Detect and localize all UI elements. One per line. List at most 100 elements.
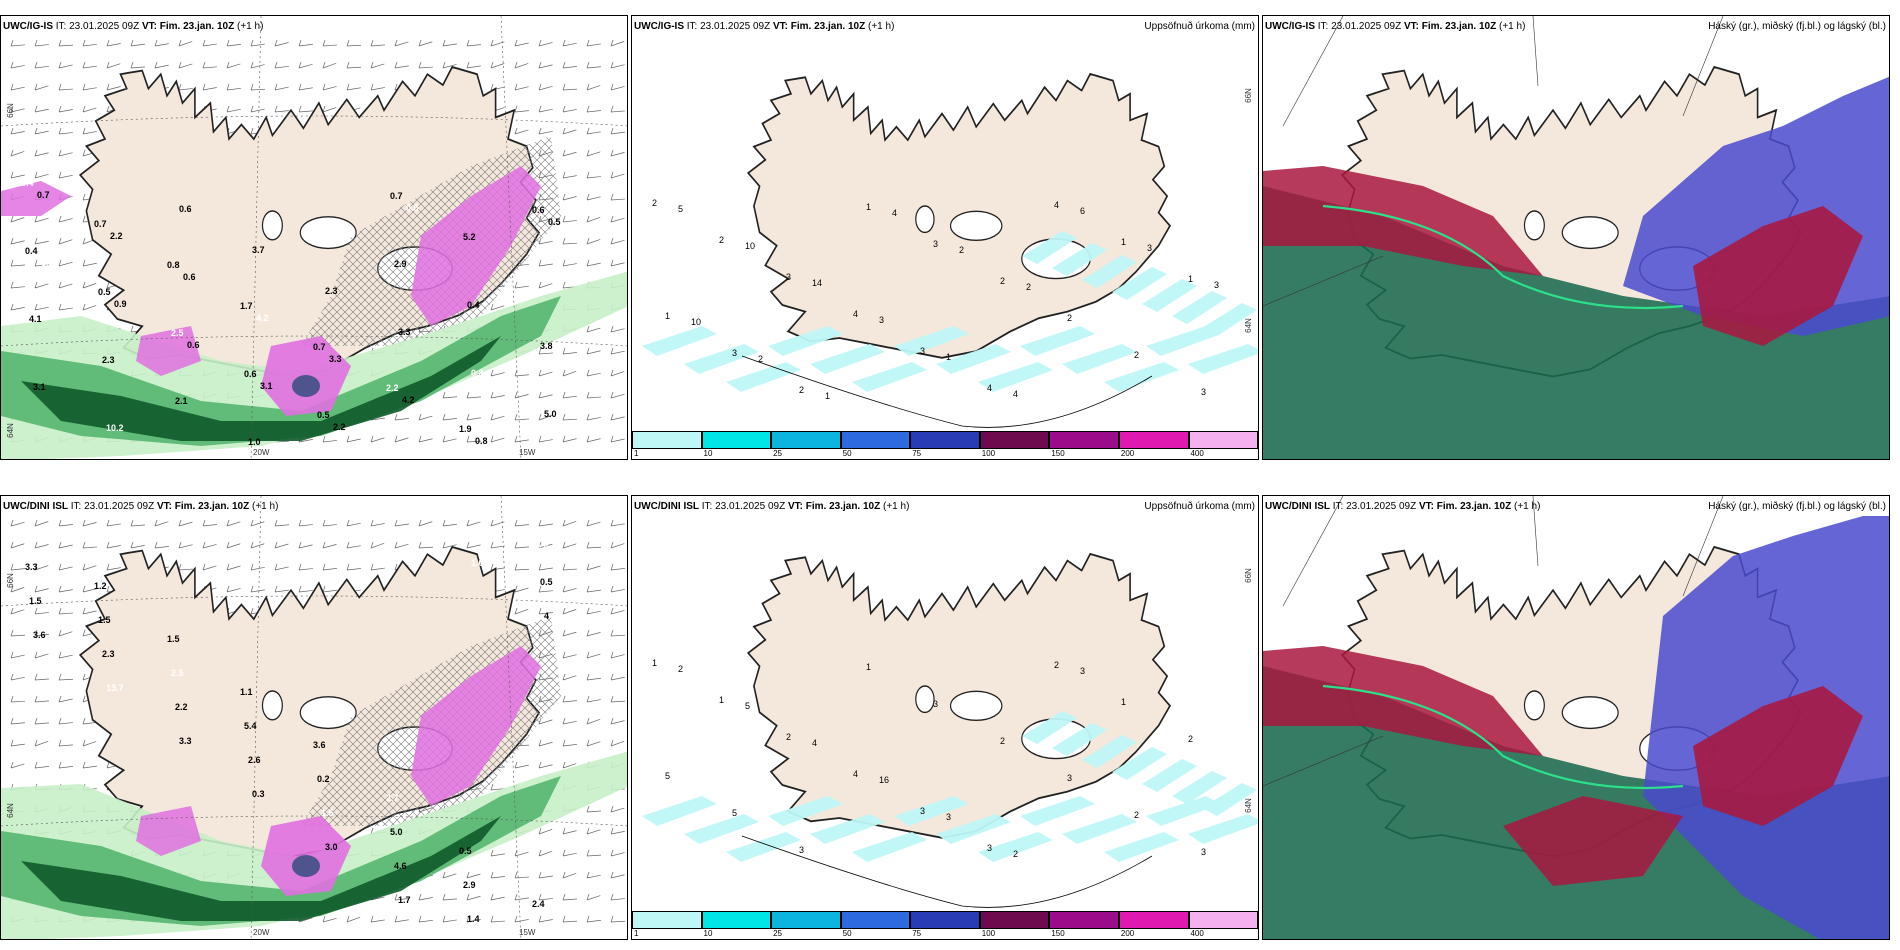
wind-barb-shaft	[58, 631, 73, 637]
wind-barb-shaft	[538, 523, 553, 527]
precip-value-label: 2.2	[333, 422, 346, 432]
wind-barb-flag	[226, 105, 230, 113]
wind-barb-flag	[562, 607, 566, 615]
glacier-hofsjokull	[915, 685, 935, 714]
wind-barb-flag	[610, 629, 614, 637]
wind-barb-flag	[610, 827, 614, 835]
wind-barb-shaft	[562, 418, 577, 421]
wind-barb-flag	[562, 347, 566, 355]
wind-barb-shaft	[58, 654, 73, 659]
accum-value-label: 2	[1134, 350, 1139, 360]
wind-barb-flag	[58, 695, 62, 703]
accum-value-label: 4	[853, 309, 858, 319]
wind-barb-flag	[610, 893, 614, 901]
panel-title: Háský (gr.), miðský (fj.bl.) og lágský (…	[1708, 21, 1886, 32]
wind-barb-shaft	[58, 765, 73, 769]
precip-heavy-band	[21, 336, 501, 441]
wind-barb-shaft	[346, 44, 361, 47]
model-name: UWC/IG-IS	[634, 21, 684, 32]
wind-barb-shaft	[178, 63, 193, 69]
wind-barb-shaft	[10, 108, 25, 113]
precip-value-label: 4.1	[29, 314, 42, 324]
wind-barb-shaft	[34, 588, 49, 593]
wind-barb-shaft	[34, 264, 49, 267]
wind-barb-flag	[322, 61, 326, 69]
precip-value-label: 3.8	[540, 341, 553, 351]
wind-barb-shaft	[586, 350, 601, 355]
wind-barb-shaft	[514, 418, 529, 421]
wind-barb-shaft	[202, 544, 217, 549]
precip-value-label: 0.9	[114, 299, 127, 309]
wind-barb-flag	[562, 629, 566, 637]
wind-barb-flag	[586, 695, 590, 703]
wind-barb-flag	[10, 105, 14, 113]
wind-barb-shaft	[370, 437, 385, 443]
accum-value-label: 2	[1000, 276, 1005, 286]
glacier-langjokull	[299, 216, 357, 250]
accum-value-label: 4	[1013, 389, 1018, 399]
wind-barb-shaft	[10, 543, 25, 549]
wind-barb-shaft	[586, 829, 601, 835]
wind-barb-shaft	[442, 396, 457, 399]
precip-value-label: 2.5	[171, 668, 184, 678]
wind-barb-flag	[202, 541, 206, 549]
wind-barb-shaft	[322, 568, 337, 571]
accum-value-label: 4	[1054, 200, 1059, 210]
wind-barb-flag	[106, 563, 110, 571]
wind-barb-flag	[610, 259, 614, 267]
accum-value-label: 5	[678, 204, 683, 214]
wind-barb-flag	[442, 413, 446, 421]
wind-barb-flag	[82, 83, 86, 91]
colorbar-tick-label: 1	[634, 929, 639, 938]
precip-value-label: 2.2	[175, 702, 188, 712]
wind-barb-shaft	[586, 565, 601, 571]
wind-barb-flag	[610, 651, 614, 659]
wind-barb-shaft	[610, 86, 625, 91]
wind-barb-flag	[586, 325, 590, 333]
wind-barb-shaft	[250, 543, 265, 549]
wind-barb-flag	[442, 893, 446, 901]
panel-header: UWC/IG-IS IT: 23.01.2025 09Z VT: Fim. 23…	[634, 21, 894, 32]
wind-barb-flag	[490, 413, 494, 421]
colorbar-tick-label: 100	[981, 449, 996, 458]
wind-barb-shaft	[202, 43, 217, 47]
wind-barb-shaft	[538, 741, 553, 747]
wind-barb-shaft	[586, 396, 601, 399]
lat-label-66: 66N	[5, 103, 15, 118]
wind-barb-flag	[394, 39, 398, 47]
wind-barb-shaft	[514, 129, 529, 135]
accum-streak-east	[1112, 267, 1167, 300]
precip-value-label: 3.1	[260, 381, 273, 391]
wind-barb-shaft	[538, 352, 553, 355]
wind-barb-flag	[58, 303, 62, 311]
wind-barb-flag	[562, 105, 566, 113]
wind-barb-flag	[490, 39, 494, 47]
wind-barb-flag	[106, 519, 110, 527]
wind-barb-shaft	[10, 264, 25, 267]
wind-barb-shaft	[58, 152, 73, 157]
wind-barb-flag	[442, 915, 446, 923]
precip-value-label: 2.6	[248, 755, 261, 765]
wind-barb-shaft	[586, 262, 601, 267]
colorbar-cell	[910, 911, 980, 929]
wind-barb-shaft	[106, 523, 121, 527]
wind-barb-flag	[562, 893, 566, 901]
wind-barb-flag	[466, 519, 470, 527]
wind-barb-flag	[106, 61, 110, 69]
wind-barb-flag	[538, 563, 542, 571]
wind-barb-flag	[610, 849, 614, 857]
glacier-hofsjokull	[261, 210, 283, 241]
wind-barb-shaft	[562, 395, 577, 399]
wind-barb-flag	[34, 607, 38, 615]
wind-barb-shaft	[178, 568, 193, 571]
glacier-hofsjokull	[261, 690, 283, 721]
wind-barb-shaft	[586, 239, 601, 245]
wind-barb-shaft	[322, 918, 337, 923]
precip-value-label: 1.5	[321, 808, 334, 818]
wind-barb-flag	[562, 739, 566, 747]
wind-barb-flag	[202, 61, 206, 69]
wind-barb-shaft	[586, 546, 601, 549]
panel-igis-precip-wind: 0.4 0.7 0.8 1.7 0.7 2.2 1.9 0.6 0.4 0.5 2.5 0.6 0.5 0…	[0, 15, 628, 460]
accum-streak	[978, 832, 1053, 862]
it-value: 23.01.2025 09Z	[84, 501, 155, 512]
